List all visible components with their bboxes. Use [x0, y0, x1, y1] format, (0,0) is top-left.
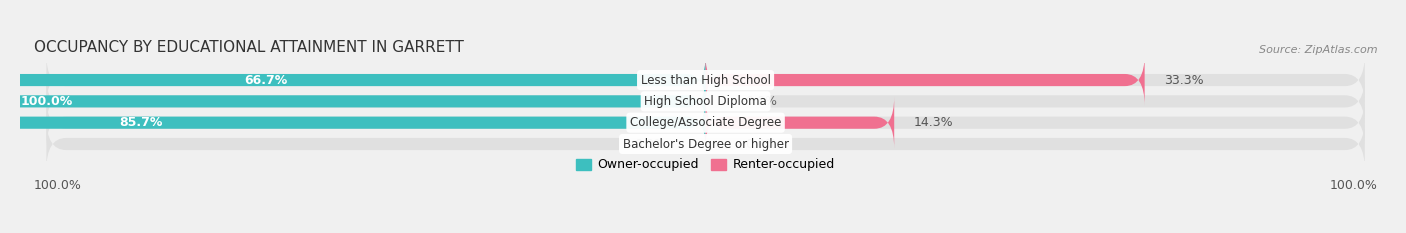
- Text: 66.7%: 66.7%: [245, 74, 288, 86]
- Text: Source: ZipAtlas.com: Source: ZipAtlas.com: [1258, 45, 1378, 55]
- Text: 33.3%: 33.3%: [1164, 74, 1204, 86]
- Text: Less than High School: Less than High School: [641, 74, 770, 86]
- Text: 100.0%: 100.0%: [1330, 179, 1378, 192]
- FancyBboxPatch shape: [46, 97, 1365, 149]
- Text: 85.7%: 85.7%: [120, 116, 163, 129]
- FancyBboxPatch shape: [706, 97, 894, 149]
- FancyBboxPatch shape: [46, 118, 1365, 170]
- Legend: Owner-occupied, Renter-occupied: Owner-occupied, Renter-occupied: [571, 153, 839, 176]
- Text: College/Associate Degree: College/Associate Degree: [630, 116, 782, 129]
- Text: 14.3%: 14.3%: [914, 116, 953, 129]
- Text: Bachelor's Degree or higher: Bachelor's Degree or higher: [623, 137, 789, 151]
- Text: 0.0%: 0.0%: [634, 137, 666, 151]
- Text: 0.0%: 0.0%: [745, 137, 778, 151]
- FancyBboxPatch shape: [0, 75, 706, 127]
- FancyBboxPatch shape: [0, 54, 706, 106]
- Text: 0.0%: 0.0%: [745, 95, 778, 108]
- Text: 100.0%: 100.0%: [34, 179, 82, 192]
- FancyBboxPatch shape: [706, 54, 1144, 106]
- Text: 100.0%: 100.0%: [21, 95, 73, 108]
- FancyBboxPatch shape: [0, 97, 706, 149]
- Text: OCCUPANCY BY EDUCATIONAL ATTAINMENT IN GARRETT: OCCUPANCY BY EDUCATIONAL ATTAINMENT IN G…: [34, 40, 464, 55]
- FancyBboxPatch shape: [46, 54, 1365, 106]
- FancyBboxPatch shape: [46, 75, 1365, 127]
- Text: High School Diploma: High School Diploma: [644, 95, 766, 108]
